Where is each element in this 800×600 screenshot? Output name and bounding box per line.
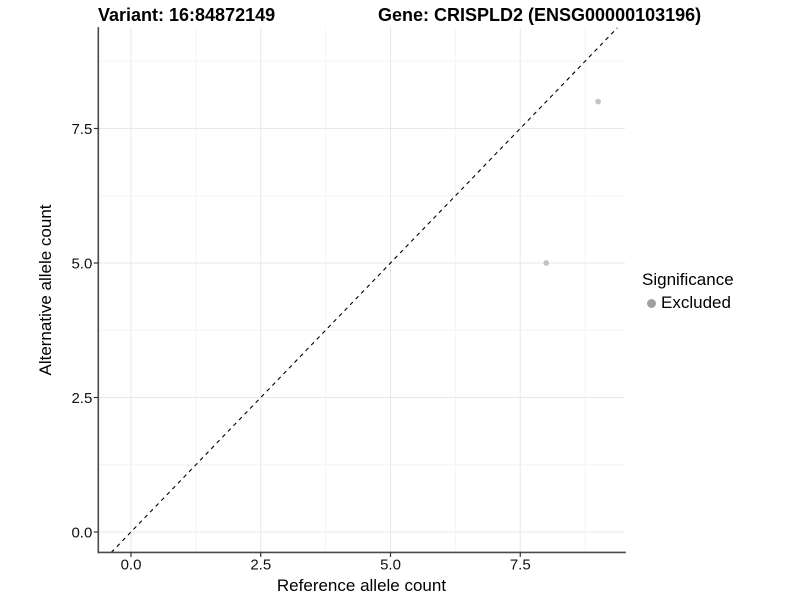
legend: Significance Excluded [642, 270, 734, 313]
legend-item-label: Excluded [661, 293, 731, 312]
y-axis-title: Alternative allele count [36, 204, 55, 376]
y-tick-label: 0.0 [71, 524, 92, 541]
data-point [543, 260, 550, 266]
x-axis-title: Reference allele count [276, 576, 447, 595]
plot-title-gene: Gene: CRISPLD2 (ENSG00000103196) [378, 5, 702, 25]
plot-title-variant: Variant: 16:84872149 [98, 5, 276, 25]
data-point [595, 98, 601, 105]
x-tick-label: 7.5 [510, 557, 531, 574]
x-tick-label: 5.0 [380, 557, 401, 574]
excluded-point-icon [647, 298, 656, 308]
legend-item-excluded: Excluded [642, 293, 734, 313]
legend-title: Significance [642, 270, 734, 289]
x-tick-label: 2.5 [250, 557, 271, 574]
y-tick-label: 5.0 [71, 255, 92, 272]
y-tick-label: 2.5 [71, 390, 92, 407]
identity-line [110, 27, 618, 553]
y-tick-label: 7.5 [71, 121, 92, 138]
x-tick-label: 0.0 [121, 557, 142, 574]
